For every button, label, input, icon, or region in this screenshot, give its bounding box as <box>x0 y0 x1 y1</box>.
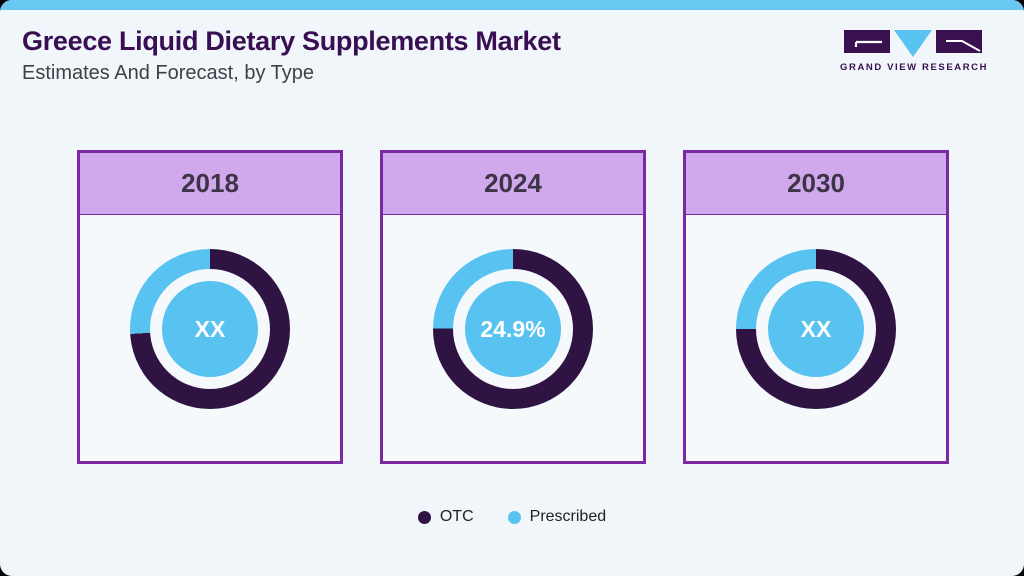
logo-wordmark: GRAND VIEW RESEARCH <box>840 62 989 73</box>
donut-center-value: XX <box>768 281 864 377</box>
donut-card-2018: 2018 XX <box>77 150 343 464</box>
legend-item-otc: OTC <box>417 508 474 526</box>
legend-item-prescribed: Prescribed <box>507 508 607 526</box>
gvr-logo-icon <box>844 30 982 57</box>
donut-chart-2018: XX <box>130 249 290 409</box>
legend-label: Prescribed <box>529 508 607 525</box>
card-header-2024: 2024 <box>383 153 643 215</box>
donut-hole: 24.9% <box>453 269 573 389</box>
header: Greece Liquid Dietary Supplements Market… <box>22 26 561 85</box>
page-subtitle: Estimates And Forecast, by Type <box>22 62 314 84</box>
grand-view-research-logo: GRAND VIEW RESEARCH <box>840 30 989 73</box>
card-year-label: 2024 <box>484 168 542 198</box>
donut-hole: XX <box>756 269 876 389</box>
chart-legend: OTC Prescribed <box>0 508 1024 526</box>
donut-hole: XX <box>150 269 270 389</box>
donut-card-2030: 2030 XX <box>683 150 949 464</box>
legend-label: OTC <box>439 508 474 525</box>
donut-chart-2024: 24.9% <box>433 249 593 409</box>
otc-color-dot-icon <box>417 510 431 524</box>
donut-chart-2030: XX <box>736 249 896 409</box>
card-year-label: 2030 <box>787 168 845 198</box>
donut-center-value: 24.9% <box>465 281 561 377</box>
prescribed-color-dot-icon <box>507 510 521 524</box>
top-accent-bar <box>0 0 1024 10</box>
card-header-2018: 2018 <box>80 153 340 215</box>
donut-center-value: XX <box>162 281 258 377</box>
card-year-label: 2018 <box>181 168 239 198</box>
card-header-2030: 2030 <box>686 153 946 215</box>
donut-card-2024: 2024 24.9% <box>380 150 646 464</box>
page-title: Greece Liquid Dietary Supplements Market <box>22 26 561 56</box>
